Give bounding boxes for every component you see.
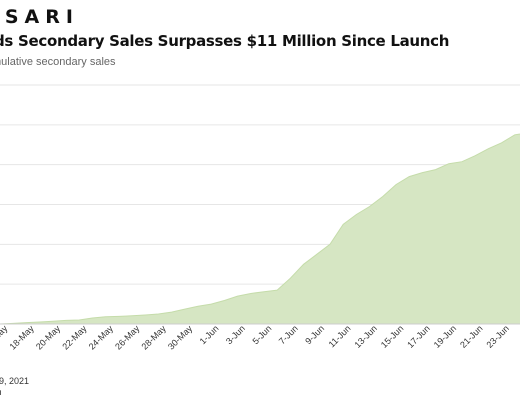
x-tick-label: 24-May <box>87 323 116 352</box>
footer-source: m <box>0 387 2 397</box>
series-area <box>0 133 520 325</box>
x-tick-label: 3-Jun <box>224 323 247 346</box>
x-tick-label: 30-May <box>166 323 195 352</box>
x-tick-label: 26-May <box>113 323 142 352</box>
x-tick-label: 18-May <box>8 323 37 352</box>
x-tick-label: 20-May <box>34 323 63 352</box>
secondary-sales-area <box>0 133 520 325</box>
x-tick-label: 15-Jun <box>379 323 406 350</box>
x-tick-label: 9-Jun <box>303 323 326 346</box>
x-tick-label: 22-May <box>60 323 89 352</box>
x-tick-label: 17-Jun <box>405 323 432 350</box>
x-tick-label: 13-Jun <box>352 323 379 350</box>
x-tick-label: 7-Jun <box>277 323 300 346</box>
footer-date: 29, 2021 <box>0 376 30 386</box>
x-tick-label: 16-May <box>0 323 10 352</box>
chart-title: ds Secondary Sales Surpasses $11 Million… <box>0 32 450 50</box>
x-tick-label: 21-Jun <box>458 323 485 350</box>
x-tick-label: 5-Jun <box>250 323 273 346</box>
chart-subtitle: mulative secondary sales <box>0 56 116 68</box>
x-tick-label: 28-May <box>140 323 169 352</box>
x-tick-label: 1-Jun <box>198 323 221 346</box>
x-tick-label: 11-Jun <box>327 323 353 349</box>
gridlines <box>0 84 520 285</box>
x-tick-label: 23-Jun <box>484 323 511 350</box>
x-tick-label: 19-Jun <box>432 323 459 350</box>
x-tick-labels: 16-May18-May20-May22-May24-May26-May28-M… <box>0 323 511 352</box>
brand-logo: SSARI <box>0 6 79 28</box>
